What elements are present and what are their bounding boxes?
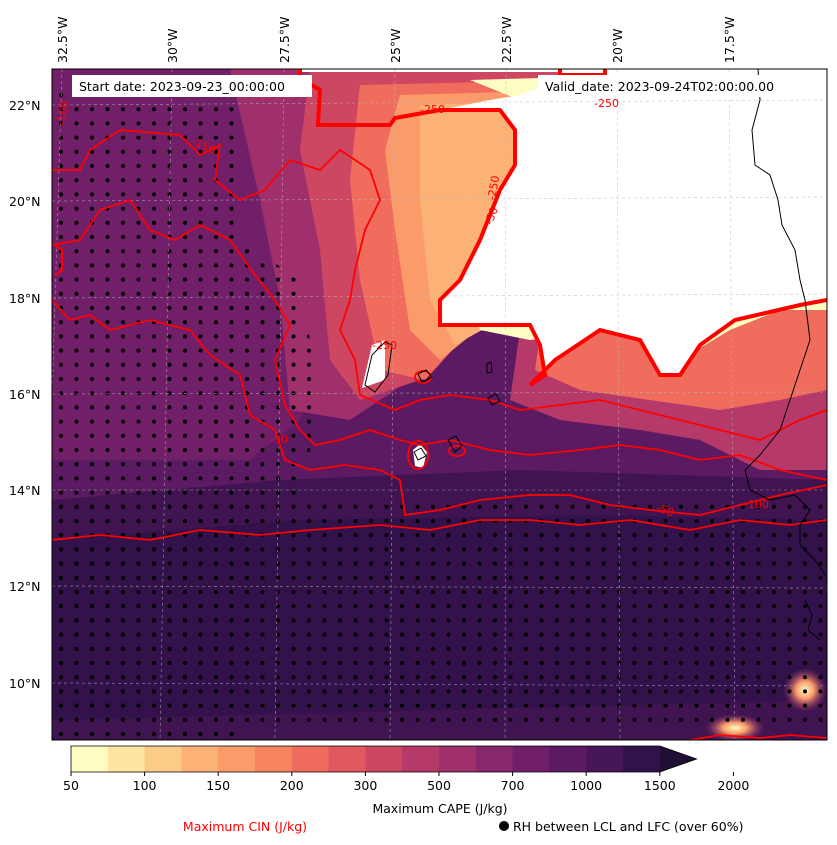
colorbar-segment — [475, 746, 514, 772]
lon-label: 25°W — [388, 28, 403, 63]
colorbar-ticks: 50 100 150 200 300 500 700 1000 1500 2000 — [63, 772, 749, 793]
island-sao-vicente — [417, 369, 433, 383]
island-santiago — [447, 435, 463, 453]
colorbar-tick-label: 2000 — [717, 778, 749, 793]
lat-label: 16°N — [9, 387, 41, 402]
lat-label: 10°N — [9, 676, 41, 691]
rh-legend-dot-icon — [499, 821, 509, 831]
lon-label: 22.5°W — [499, 17, 514, 63]
longitude-labels: 32.5°W 30°W 27.5°W 25°W 22.5°W 20°W 17.5… — [55, 17, 737, 63]
island-sal — [486, 361, 493, 374]
colorbar-segment — [218, 746, 256, 772]
lat-label: 18°N — [9, 291, 41, 306]
lon-label: 17.5°W — [722, 17, 737, 63]
coast-africa — [744, 69, 826, 576]
contour-label: -100 — [744, 498, 769, 511]
colorbar-segment — [512, 746, 550, 772]
island-fogo — [413, 447, 427, 461]
contour-label: -250 — [594, 97, 619, 110]
start-date-text: Start date: 2023-09-23_00:00:00 — [79, 79, 285, 94]
colorbar-segment — [586, 746, 624, 772]
lon-label: 27.5°W — [277, 17, 292, 63]
island-boa-vista — [487, 393, 501, 406]
colorbar — [70, 745, 698, 773]
colorbar-tick-label: 1000 — [570, 778, 602, 793]
cin-contour-w-edge — [54, 244, 64, 276]
colorbar-label: Maximum CAPE (J/kg) — [372, 801, 507, 816]
island-santo-antao — [364, 341, 393, 393]
colorbar-segment — [549, 746, 587, 772]
colorbar-segment — [181, 746, 219, 772]
contour-label: -50 — [270, 433, 288, 446]
cin-contour-low — [52, 519, 827, 541]
coast-africa-south — [804, 599, 821, 641]
contour-label: -50 — [483, 205, 501, 226]
cin-contour-250-thick — [298, 69, 827, 387]
lon-label: 20°W — [610, 28, 625, 63]
contour-label: -250 — [372, 339, 397, 352]
colorbar-tick-label: 200 — [280, 778, 304, 793]
cin-contour-island-c — [448, 445, 466, 457]
colorbar-segment — [365, 746, 403, 772]
colorbar-segment — [439, 746, 477, 772]
colorbar-segment — [255, 746, 293, 772]
map-panel: -250 -250 -250 -250 -50 -50 -100 -150 -1… — [52, 69, 827, 740]
colorbar-tick-label: 100 — [133, 778, 157, 793]
cin-contour-se — [689, 734, 827, 740]
colorbar-tick-label: 300 — [353, 778, 377, 793]
colorbar-tick-label: 700 — [501, 778, 525, 793]
cin-contour-100 — [52, 198, 827, 481]
coastline — [364, 69, 826, 641]
valid-date-text: Valid_date: 2023-09-24T02:00:00.00 — [545, 79, 774, 94]
masked-white-top — [300, 69, 827, 72]
cin-legend-label: Maximum CIN (J/kg) — [183, 819, 307, 834]
gridlines — [52, 69, 827, 740]
lon-label: 30°W — [165, 28, 180, 63]
colorbar-tick-label: 150 — [206, 778, 230, 793]
contour-label: -250 — [420, 103, 445, 116]
colorbar-tick-label: 50 — [63, 778, 79, 793]
cin-contour-50 — [52, 299, 827, 517]
contour-label: -250 — [485, 175, 502, 202]
colorbar-segment — [291, 746, 330, 772]
colorbar-segment — [71, 746, 109, 772]
map-frame — [51, 68, 828, 741]
cin-contour-150 — [52, 129, 827, 441]
cin-contours — [52, 69, 827, 740]
contour-label: -100 — [56, 100, 71, 126]
colorbar-segment — [659, 746, 697, 772]
colorbar-tick-label: 500 — [427, 778, 451, 793]
colorbar-segment — [107, 746, 146, 772]
colorbar-outline — [70, 745, 698, 773]
lat-label: 12°N — [9, 579, 41, 594]
colorbar-segment — [623, 746, 661, 772]
rh-legend-label: RH between LCL and LFC (over 60%) — [513, 819, 743, 834]
start-date-box: Start date: 2023-09-23_00:00:00 — [72, 75, 312, 97]
rh-stipple-south — [52, 500, 827, 725]
lat-label: 22°N — [9, 98, 41, 113]
valid-date-box: Valid_date: 2023-09-24T02:00:00.00 — [538, 75, 808, 97]
colorbar-segment — [402, 746, 440, 772]
masked-island-1 — [362, 340, 385, 388]
contour-label: -50 — [655, 501, 676, 519]
lat-label: 14°N — [9, 483, 41, 498]
colorbar-tick-label: 1500 — [644, 778, 676, 793]
colorbar-segment — [144, 746, 182, 772]
latitude-labels: 22°N 20°N 18°N 16°N 14°N 12°N 10°N — [9, 98, 41, 691]
colorbar-segment — [328, 746, 366, 772]
masked-white-region — [440, 69, 827, 385]
lon-label: 32.5°W — [55, 17, 70, 63]
lat-label: 20°N — [9, 194, 41, 209]
cin-contour-island-b — [407, 440, 429, 470]
